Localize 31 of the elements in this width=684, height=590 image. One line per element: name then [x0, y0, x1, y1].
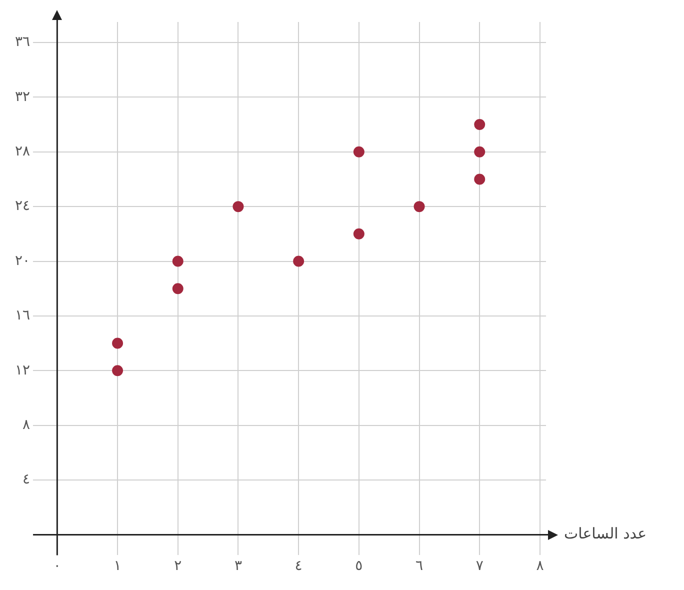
- x-axis-title: عدد الساعات: [564, 524, 647, 543]
- x-tick-label: ٧: [476, 558, 484, 574]
- point: [112, 365, 124, 376]
- x-tick-label: ٤: [294, 558, 302, 574]
- y-tick-label: ١٢: [14, 362, 30, 378]
- y-tick-label: ٣٢: [14, 88, 30, 105]
- x-tick-label: ٣: [234, 558, 242, 574]
- x-tick-label: ٦: [416, 558, 424, 574]
- point: [353, 228, 364, 240]
- y-tick-label: ٣٦: [14, 34, 30, 50]
- y-tick-label: ٤: [22, 472, 30, 488]
- x-tick-label: ٨: [536, 558, 544, 574]
- point: [172, 283, 184, 294]
- point: [353, 146, 364, 158]
- point: [112, 338, 124, 349]
- y-tick-label: ٨: [22, 416, 31, 433]
- y-tick-label: ٢٤: [14, 198, 30, 214]
- point: [172, 256, 184, 267]
- x-tick-label: ٥: [355, 558, 363, 574]
- point: [232, 201, 244, 212]
- y-tick-label: ١٦: [14, 308, 30, 324]
- y-tick-label: ٢٠: [14, 252, 30, 269]
- point: [474, 174, 486, 185]
- point: [293, 256, 304, 267]
- point: [474, 146, 486, 158]
- x-tick-label: ٠: [53, 558, 61, 574]
- x-tick-label: ٢: [174, 558, 182, 574]
- point: [414, 201, 425, 212]
- point: [474, 119, 486, 130]
- y-tick-label: ٢٨: [14, 144, 31, 160]
- x-tick-label: ١: [114, 558, 122, 574]
